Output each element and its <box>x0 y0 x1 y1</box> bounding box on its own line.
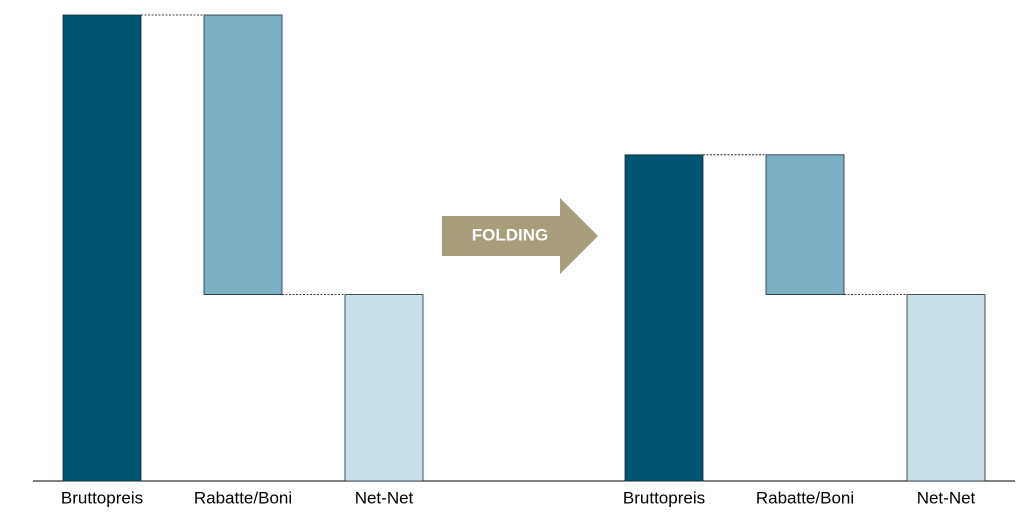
bar <box>765 154 845 296</box>
x-tick-label: Rabatte/Boni <box>194 488 292 507</box>
bar <box>62 14 142 482</box>
x-tick-label: Bruttopreis <box>61 488 143 507</box>
bar <box>344 294 424 482</box>
x-tick-label: Net-Net <box>355 488 414 507</box>
bar <box>203 14 283 296</box>
arrow <box>442 198 598 274</box>
x-tick-label: Rabatte/Boni <box>756 488 854 507</box>
x-tick-label: Bruttopreis <box>623 488 705 507</box>
bar <box>624 154 704 482</box>
x-tick-label: Net-Net <box>917 488 976 507</box>
bar <box>906 294 986 482</box>
arrow-label: FOLDING <box>472 225 549 244</box>
